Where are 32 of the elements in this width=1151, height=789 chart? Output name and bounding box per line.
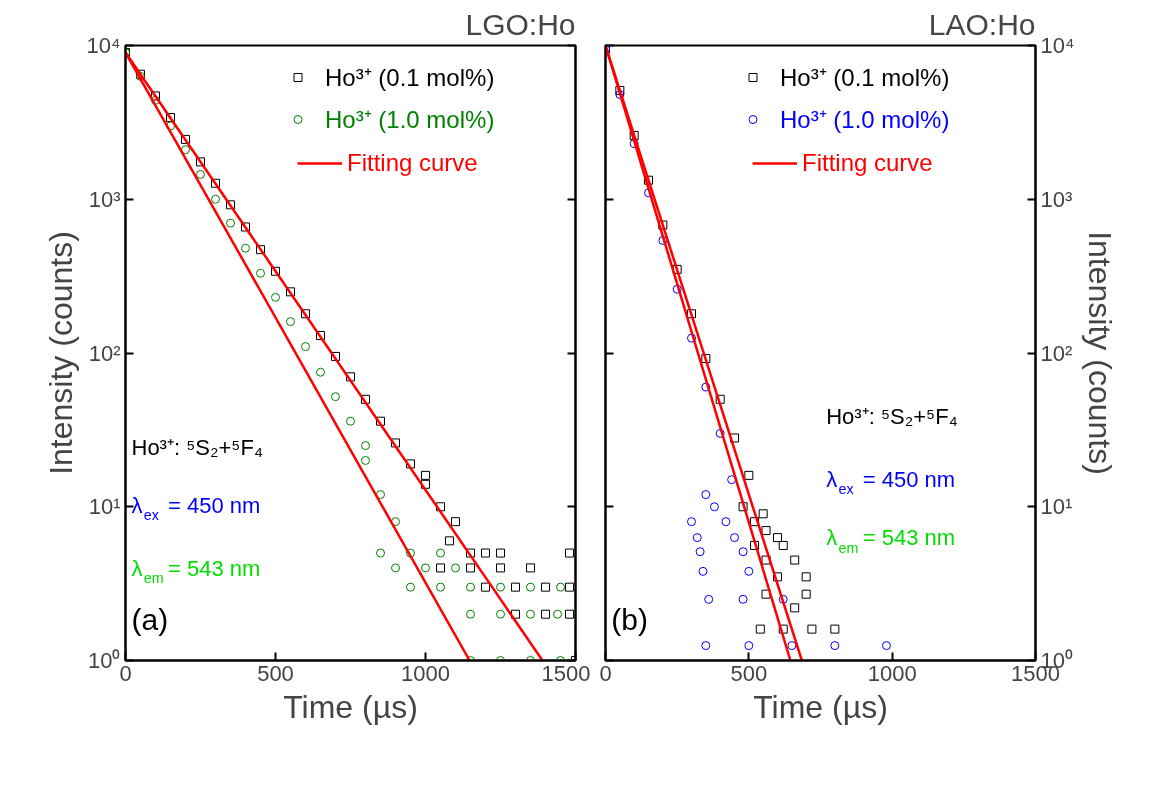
x-tick-label: 1000 — [867, 660, 917, 686]
x-tick-label: 0 — [599, 660, 612, 686]
y-tick-label: 10¹ — [1040, 494, 1073, 520]
legend-label: Fitting curve — [802, 149, 933, 177]
y-tick-label: 10² — [1040, 340, 1073, 366]
y-tick-label: 10³ — [88, 186, 121, 212]
annotation: (a) — [131, 602, 169, 636]
legend-label: Ho³⁺ (0.1 mol%) — [780, 63, 950, 93]
x-tick-label: 1000 — [401, 660, 450, 686]
y-tick-label: 10⁰ — [88, 648, 121, 673]
legend-label: Ho³⁺ (0.1 mol%) — [325, 63, 495, 93]
x-axis-title: Time (µs) — [753, 688, 888, 725]
chart-title: LGO:Ho — [465, 7, 576, 41]
annotation: Ho³⁺: ⁵S₂+⁵F₄ — [131, 435, 263, 461]
annotation: (b) — [611, 602, 648, 636]
legend-label: Ho³⁺ (1.0 mol%) — [325, 105, 495, 135]
y-tick-label: 10³ — [1040, 186, 1073, 212]
legend-label: Ho³⁺ (1.0 mol%) — [780, 105, 950, 135]
x-tick-label: 1500 — [541, 660, 591, 686]
chart-title: LAO:Ho — [928, 7, 1036, 41]
legend-label: Fitting curve — [347, 149, 478, 177]
y-tick-label: 10² — [88, 340, 121, 366]
y-tick-label: 10⁴ — [1040, 33, 1075, 58]
x-tick-label: 500 — [257, 660, 294, 686]
y-axis-title: Intensity (counts) — [1082, 231, 1119, 475]
x-tick-label: 500 — [730, 660, 768, 686]
x-tick-label: 0 — [119, 660, 132, 686]
y-tick-label: 10¹ — [88, 494, 121, 520]
y-tick-label: 10⁴ — [86, 33, 121, 58]
annotation: Ho³⁺: ⁵S₂+⁵F₄ — [826, 404, 958, 430]
y-axis-title: Intensity (counts) — [42, 231, 79, 475]
x-axis-title: Time (µs) — [283, 688, 418, 725]
